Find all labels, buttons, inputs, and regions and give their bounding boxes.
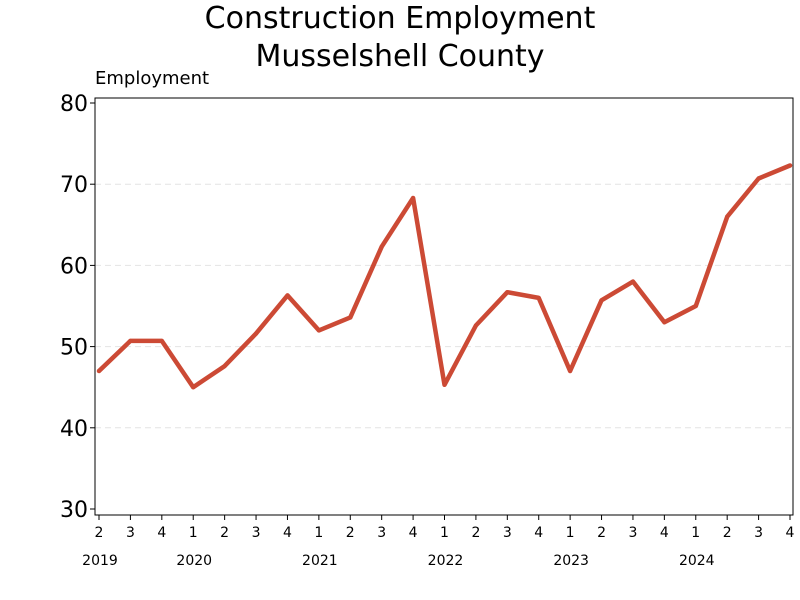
x-year-label: 2020 (176, 553, 212, 569)
x-quarter-label: 4 (409, 525, 418, 541)
y-axis: 30 40 50 60 70 80 (60, 92, 95, 523)
x-year-label: 2023 (553, 553, 589, 569)
x-quarter-label: 1 (691, 525, 700, 541)
data-point (568, 368, 573, 373)
chart-title-line-1: Construction Employment (204, 1, 596, 36)
y-tick-label: 80 (60, 92, 88, 117)
y-tick-label: 40 (60, 417, 88, 442)
plot-frame (94, 97, 794, 516)
x-quarter-label: 2 (346, 525, 355, 541)
data-point (128, 338, 133, 343)
x-quarter-label: 4 (283, 525, 292, 541)
x-quarter-label: 3 (252, 525, 261, 541)
series-layer (96, 163, 793, 390)
data-point (411, 196, 416, 201)
x-quarter-label: 3 (503, 525, 512, 541)
data-point (630, 279, 635, 284)
x-quarter-label: 2 (723, 525, 732, 541)
x-quarter-label: 3 (126, 525, 135, 541)
x-quarter-label: 2 (597, 525, 606, 541)
chart-title-line-2: Musselshell County (255, 39, 545, 74)
data-point (442, 382, 447, 387)
x-quarter-label: 4 (786, 525, 795, 541)
x-quarter-label: 1 (189, 525, 198, 541)
data-point (254, 331, 259, 336)
x-quarter-label: 4 (660, 525, 669, 541)
y-axis-label: Employment (95, 68, 210, 89)
data-point (725, 214, 730, 219)
x-quarter-label: 1 (566, 525, 575, 541)
gridlines (95, 183, 793, 429)
x-quarter-label: 2 (220, 525, 229, 541)
y-tick-label: 60 (60, 254, 88, 279)
data-point (316, 328, 321, 333)
y-tick-label: 50 (60, 336, 88, 361)
data-point (505, 290, 510, 295)
data-point (97, 368, 101, 373)
y-tick-label: 30 (60, 498, 88, 523)
x-quarter-label: 3 (377, 525, 386, 541)
x-year-label: 2021 (302, 553, 338, 569)
x-quarter-label: 2 (95, 525, 104, 541)
x-quarter-label: 4 (157, 525, 166, 541)
data-point (159, 338, 164, 343)
x-year-label: 2024 (679, 553, 715, 569)
data-point (191, 385, 196, 390)
data-point (662, 320, 667, 325)
series-line-0 (96, 163, 793, 390)
x-quarter-label: 4 (534, 525, 543, 541)
x-quarter-label: 1 (314, 525, 323, 541)
data-point (379, 244, 384, 249)
data-point (285, 293, 290, 298)
data-point (536, 295, 541, 300)
data-point (222, 364, 227, 369)
x-year-label: 2022 (428, 553, 464, 569)
x-quarter-label: 3 (754, 525, 763, 541)
data-point (756, 176, 761, 181)
data-point (473, 323, 478, 328)
x-quarter-label: 3 (628, 525, 637, 541)
x-quarter-label: 1 (440, 525, 449, 541)
data-point (599, 298, 604, 303)
data-point (788, 163, 792, 168)
x-quarter-label: 2 (471, 525, 480, 541)
x-year-label: 2019 (82, 553, 118, 569)
y-tick-label: 70 (60, 173, 88, 198)
x-axis: 2 3 4 1 2 3 4 1 2 3 4 1 2 3 4 1 2 3 4 1 2 3 4 2019 2020 2021 2022 2… (82, 515, 795, 569)
data-point (348, 315, 353, 320)
data-point (693, 304, 698, 308)
